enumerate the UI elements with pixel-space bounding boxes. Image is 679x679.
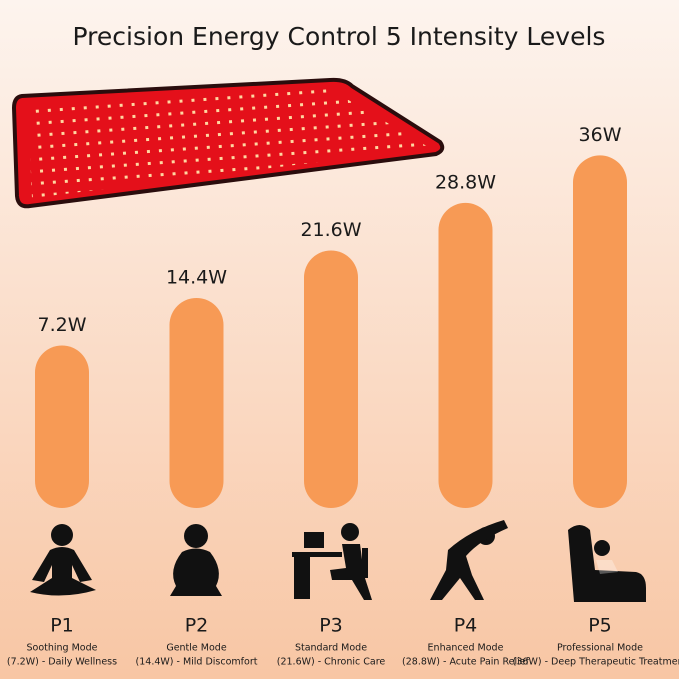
bar bbox=[438, 202, 493, 509]
meditation-icon bbox=[30, 524, 96, 596]
mode-label: Soothing Mode bbox=[27, 643, 98, 654]
icons bbox=[30, 520, 646, 602]
mode-label: Standard Mode bbox=[295, 643, 367, 654]
bar bbox=[35, 345, 89, 508]
recliner-icon bbox=[568, 525, 646, 602]
stretch-icon bbox=[430, 520, 508, 600]
value-label: 7.2W bbox=[37, 314, 86, 336]
pad-image bbox=[11, 77, 445, 209]
mode-label: Professional Mode bbox=[557, 643, 643, 654]
desk-icon bbox=[292, 523, 372, 600]
bar bbox=[573, 155, 627, 508]
mode-label: Enhanced Mode bbox=[428, 643, 504, 654]
value-label: 36W bbox=[579, 124, 622, 146]
mode-detail: (21.6W) - Chronic Care bbox=[277, 657, 386, 668]
value-label: 28.8W bbox=[435, 171, 496, 193]
mode-detail: (28.8W) - Acute Pain Relief bbox=[402, 657, 530, 668]
sitting-icon bbox=[170, 524, 222, 596]
level-label: P2 bbox=[185, 615, 209, 637]
bar bbox=[169, 297, 224, 508]
mode-detail: (36W) - Deep Therapeutic Treatment bbox=[513, 657, 679, 668]
bar bbox=[304, 250, 358, 508]
value-label: 14.4W bbox=[166, 266, 227, 288]
chart-title: Precision Energy Control 5 Intensity Lev… bbox=[73, 22, 606, 51]
mode-detail: (7.2W) - Daily Wellness bbox=[7, 657, 117, 668]
mode-detail: (14.4W) - Mild Discomfort bbox=[136, 657, 258, 668]
level-label: P1 bbox=[50, 615, 74, 637]
level-label: P3 bbox=[319, 615, 343, 637]
level-label: P4 bbox=[454, 615, 478, 637]
mode-label: Gentle Mode bbox=[166, 643, 226, 654]
level-label: P5 bbox=[588, 615, 612, 637]
value-label: 21.6W bbox=[300, 219, 361, 241]
